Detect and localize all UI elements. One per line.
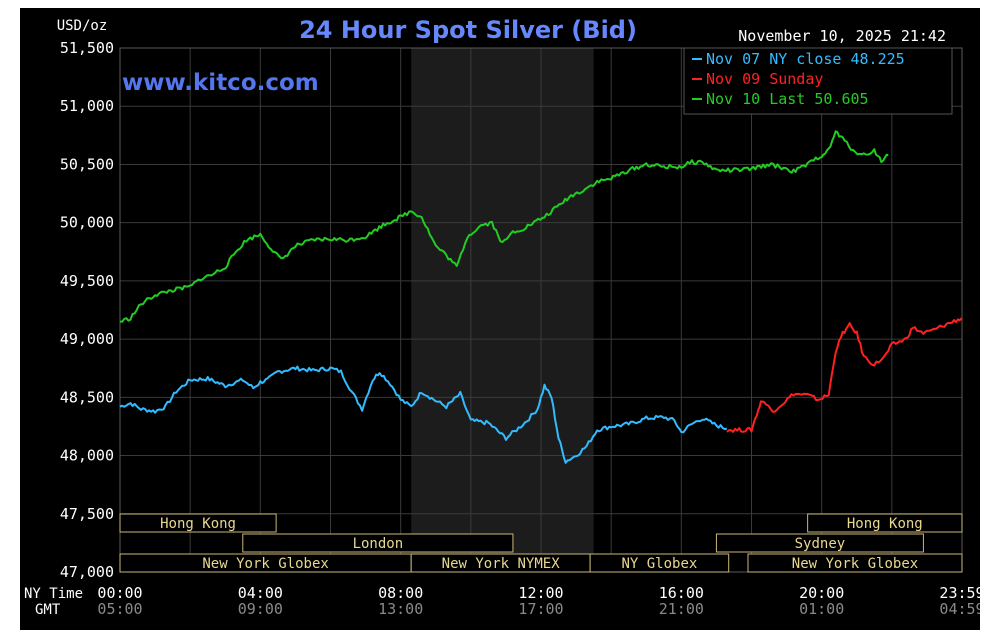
session-label: Hong Kong bbox=[160, 516, 236, 532]
x-tick-label-gmt: 13:00 bbox=[378, 600, 423, 618]
y-tick-label: 51,500 bbox=[60, 39, 114, 57]
series-line bbox=[726, 317, 963, 433]
y-axis: 51,500 51,000 50,500 50,000 49,500 49,000 48,5… bbox=[60, 39, 114, 581]
x-tick-label-gmt: 17:00 bbox=[518, 600, 563, 618]
session-bar: Hong Kong bbox=[807, 513, 963, 533]
x-tick-label-gmt: 09:00 bbox=[238, 600, 283, 618]
session-label: Sydney bbox=[795, 536, 846, 552]
session-label: London bbox=[353, 536, 404, 552]
y-tick-label: 50,500 bbox=[60, 155, 114, 173]
session-box bbox=[589, 553, 730, 573]
x-tick-label-ny: 23:59 bbox=[939, 584, 980, 602]
session-bar: London bbox=[242, 533, 514, 553]
session-bar: Sydney bbox=[715, 533, 924, 553]
price-series bbox=[119, 130, 963, 464]
x-tick-label-ny: 16:00 bbox=[659, 584, 704, 602]
silver-price-chart: Hong Kong London New York Globex New York N… bbox=[20, 8, 985, 630]
y-tick-label: 51,000 bbox=[60, 97, 114, 115]
x-tick-label-ny: 12:00 bbox=[518, 584, 563, 602]
session-label: Hong Kong bbox=[847, 516, 923, 532]
y-tick-label: 50,000 bbox=[60, 214, 114, 232]
session-box bbox=[119, 513, 277, 533]
x-tick-label-ny: 20:00 bbox=[799, 584, 844, 602]
series-line bbox=[119, 130, 889, 323]
x-tick-label-gmt: 21:00 bbox=[659, 600, 704, 618]
y-tick-label: 47,000 bbox=[60, 563, 114, 581]
y-tick-label: 49,000 bbox=[60, 330, 114, 348]
session-label: New York Globex bbox=[792, 556, 918, 572]
session-bar: New York Globex bbox=[747, 553, 963, 573]
x-axis-label-ny: NY Time bbox=[24, 586, 83, 602]
session-bar: New York NYMEX bbox=[410, 553, 591, 573]
session-label: NY Globex bbox=[621, 556, 697, 572]
x-tick-label-ny: 00:00 bbox=[97, 584, 142, 602]
session-bar: Hong Kong bbox=[119, 513, 277, 533]
x-axis: 00:00 04:00 08:00 12:00 16:00 20:00 23:59 05:00… bbox=[97, 584, 984, 618]
x-tick-label-ny: 04:00 bbox=[238, 584, 283, 602]
y-tick-label: 47,500 bbox=[60, 505, 114, 523]
kitco-watermark: www.kitco.com bbox=[122, 70, 319, 96]
chart-datetime: November 10, 2025 21:42 bbox=[738, 27, 946, 45]
session-bar: New York Globex bbox=[119, 553, 412, 573]
x-tick-label-gmt: 01:00 bbox=[799, 600, 844, 618]
series-line bbox=[119, 365, 728, 464]
y-tick-label: 48,000 bbox=[60, 447, 114, 465]
y-tick-label: 48,500 bbox=[60, 388, 114, 406]
x-tick-label-ny: 08:00 bbox=[378, 584, 423, 602]
x-tick-label-gmt: 04:59 bbox=[939, 600, 980, 618]
session-bar: NY Globex bbox=[589, 553, 730, 573]
chart-title: 24 Hour Spot Silver (Bid) bbox=[299, 16, 637, 44]
session-box bbox=[747, 553, 963, 573]
legend-box bbox=[683, 47, 953, 115]
trading-sessions: Hong Kong London New York Globex New York N… bbox=[119, 513, 963, 573]
legend-entry-nov10: Nov 10 Last 50.605 bbox=[706, 90, 869, 108]
shaded-session-band bbox=[411, 48, 594, 572]
session-box bbox=[242, 533, 514, 553]
legend: Nov 07 NY close 48.225 Nov 09 Sunday Nov… bbox=[683, 47, 953, 115]
y-tick-label: 49,500 bbox=[60, 272, 114, 290]
session-label: New York NYMEX bbox=[442, 556, 561, 572]
chart-frame: Hong Kong London New York Globex New York N… bbox=[20, 8, 985, 630]
legend-entry-nov09: Nov 09 Sunday bbox=[706, 70, 823, 88]
unit-label: USD/oz bbox=[57, 18, 108, 34]
shaded-band bbox=[411, 48, 594, 572]
x-axis-label-gmt: GMT bbox=[35, 602, 61, 618]
session-label: New York Globex bbox=[202, 556, 328, 572]
session-box bbox=[807, 513, 963, 533]
legend-entry-nov07: Nov 07 NY close 48.225 bbox=[706, 50, 905, 68]
session-box bbox=[715, 533, 924, 553]
x-tick-label-gmt: 05:00 bbox=[97, 600, 142, 618]
